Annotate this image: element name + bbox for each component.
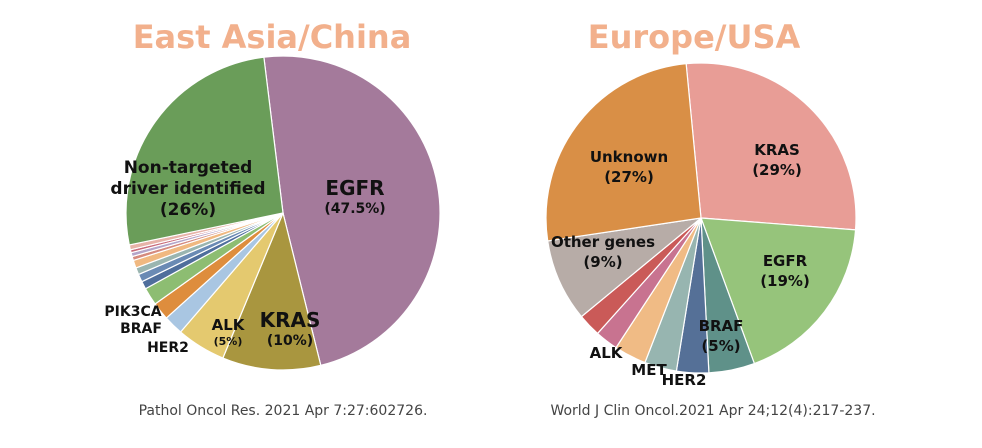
pie-slice-east-asia-kras [222, 212, 322, 371]
pie-slice-europe-usa-egfr [700, 217, 857, 365]
slice-label-east-asia-egfr: EGFR [325, 176, 384, 200]
pie-slice-east-asia-non-targeted-driver-identified [125, 56, 284, 246]
chart-title-europe-usa: Europe/USA [588, 18, 801, 56]
pie-europe-usa [545, 62, 857, 374]
pie-slice-europe-usa-other-genes [547, 217, 702, 318]
slice-label-europe-usa-unknown: Unknown [590, 148, 668, 166]
slice-value-label-europe-usa-kras: (29%) [752, 161, 802, 179]
slice-label-east-asia-braf: BRAF [120, 321, 162, 337]
slice-label-europe-usa-egfr: EGFR [763, 252, 808, 270]
slice-value-label-east-asia-non-targeted-driver-identified: (26%) [160, 200, 216, 220]
slice-label-east-asia-alk: ALK [212, 316, 246, 334]
slice-value-label-east-asia-egfr: (47.5%) [324, 201, 385, 217]
pie-east-asia [125, 55, 441, 371]
slice-value-label-east-asia-kras: (10%) [267, 333, 313, 349]
slice-value-label-east-asia-alk: (5%) [214, 335, 243, 348]
slice-value-label-europe-usa-unknown: (27%) [604, 168, 654, 186]
source-caption-europe-usa: World J Clin Oncol.2021 Apr 24;12(4):217… [550, 403, 875, 419]
slice-label-east-asia-her2: HER2 [147, 340, 189, 356]
slice-value-label-europe-usa-other-genes: (9%) [583, 253, 622, 271]
pie-slice-europe-usa-kras [685, 62, 857, 231]
slice-label-east-asia-pik3ca: PIK3CA [104, 304, 161, 320]
source-caption-east-asia: Pathol Oncol Res. 2021 Apr 7:27:602726. [139, 403, 428, 419]
pie-slice-east-asia-egfr [263, 55, 441, 366]
slice-label-europe-usa-kras: KRAS [754, 141, 800, 159]
slice-label-east-asia-kras: KRAS [260, 308, 321, 332]
chart-title-east-asia: East Asia/China [133, 18, 412, 56]
slice-label-europe-usa-braf: BRAF [699, 317, 744, 335]
slice-value-label-europe-usa-braf: (5%) [701, 337, 740, 355]
slice-label-east-asia-non-targeted-driver-identified-line-1: Non-targeted [124, 158, 253, 178]
slice-label-europe-usa-her2: HER2 [662, 371, 707, 389]
slice-label-europe-usa-other-genes: Other genes [551, 233, 655, 251]
labels-europe-usa: KRAS (29%) EGFR (19%) BRAF (5%) Unknown (27%) Ot… [551, 141, 810, 389]
slice-label-east-asia-non-targeted-driver-identified-line-2: driver identified [110, 179, 265, 199]
pie-slice-europe-usa-unknown [545, 63, 702, 242]
labels-east-asia: EGFR(47.5%) KRAS(10%) ALK(5%) Non-targetedd… [104, 158, 385, 356]
slice-label-europe-usa-met: MET [631, 361, 667, 379]
slice-value-label-europe-usa-egfr: (19%) [760, 272, 810, 290]
slice-label-europe-usa-alk: ALK [590, 344, 624, 362]
